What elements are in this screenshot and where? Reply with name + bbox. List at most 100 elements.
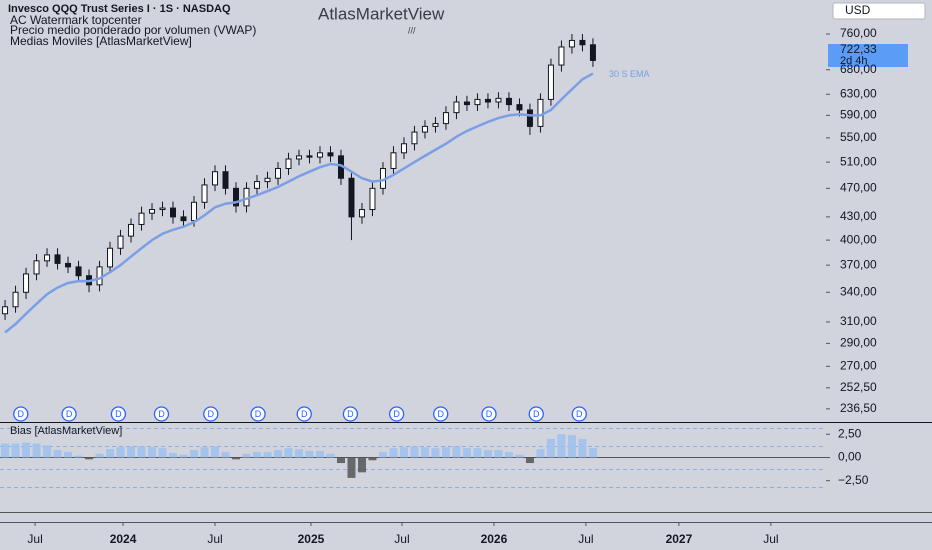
bias-bar (169, 452, 178, 458)
candle-body (96, 266, 103, 286)
bias-bar (483, 450, 492, 458)
bias-tick-label: 2,50 (838, 426, 862, 440)
bias-bar (504, 451, 513, 458)
candle-body (442, 112, 449, 125)
bias-bar (525, 457, 534, 464)
bias-bar (420, 447, 429, 458)
candle-body (306, 155, 313, 158)
ema-label: 30 S EMA (609, 69, 650, 79)
candle-body (358, 209, 365, 218)
currency[interactable]: USD (845, 3, 871, 17)
candle-body (44, 254, 51, 262)
dividend-marker (250, 406, 266, 422)
candle-body (222, 171, 229, 189)
x-tick-label: Jul (27, 532, 42, 546)
bias-tick-label: −2,50 (838, 473, 869, 487)
x-tick-label: 2027 (666, 532, 693, 546)
candle-body (568, 39, 575, 48)
candle-body (295, 155, 302, 160)
candle-body (285, 158, 292, 169)
bias-bar (232, 457, 240, 460)
y-tick-label: 252,50 (840, 380, 877, 394)
bias-bar (378, 451, 387, 458)
bias-bar (74, 455, 83, 458)
watermark: AtlasMarketView (318, 4, 445, 23)
dividend-label: D (115, 409, 122, 419)
dividend-label: D (393, 409, 400, 419)
bias-bar (462, 448, 471, 458)
indicator-label: AC Watermark topcenter (10, 13, 142, 27)
bias-bar (536, 449, 545, 458)
candle-body (484, 98, 491, 103)
bias-bar (515, 454, 524, 458)
bias-tick-label: 0,00 (838, 450, 862, 464)
x-tick-label: Jul (763, 532, 778, 546)
bias-bar (127, 446, 136, 458)
candle-body (537, 98, 544, 127)
y-tick-label: 290,00 (840, 336, 877, 350)
candle-body (54, 254, 61, 264)
candle-body (180, 216, 187, 222)
chart-title: Invesco QQQ Trust Series I · 1S · NASDAQ (8, 3, 231, 15)
candle-body (75, 266, 82, 277)
dividend-label: D (347, 409, 354, 419)
bias-title: Bias [AtlasMarketView] (10, 425, 122, 437)
candle-body (33, 260, 40, 275)
bias-bar (64, 451, 73, 458)
bias-bar (53, 450, 62, 458)
y-tick-label: 236,50 (840, 401, 877, 415)
bias-bar (85, 457, 94, 460)
y-tick-label: 310,00 (840, 314, 877, 328)
bias-bar (326, 453, 335, 458)
candle-body (159, 207, 166, 211)
x-tick-label: Jul (578, 532, 593, 546)
y-tick-label: 630,00 (840, 86, 877, 100)
dividend-marker (203, 406, 219, 422)
y-tick-label: 370,00 (840, 257, 877, 271)
candle-body (432, 123, 439, 127)
candle-body (12, 291, 19, 308)
candle-body (65, 262, 72, 268)
candle-body (348, 177, 355, 218)
bias-bar (252, 451, 261, 458)
dividend-marker (433, 406, 449, 422)
x-tick-label: Jul (394, 532, 409, 546)
dividend-label: D (486, 409, 493, 419)
dividend-label: D (18, 409, 25, 419)
x-tick-label: Jul (207, 532, 222, 546)
candle-body (128, 223, 135, 237)
bias-bar (431, 448, 440, 458)
bias-bar (242, 453, 251, 458)
candle-body (505, 97, 512, 106)
bias-bar (263, 451, 272, 458)
dividend-label: D (437, 409, 444, 419)
candle-body (390, 152, 397, 169)
bias-bar (137, 446, 146, 458)
candle-body (463, 101, 470, 106)
dividend-label: D (66, 409, 73, 419)
indicator-label: Precio medio ponderado por volumen (VWAP… (10, 23, 256, 37)
bias-bar (179, 454, 188, 458)
currency-button[interactable] (832, 2, 926, 20)
candle-body (547, 64, 554, 100)
dividend-marker (110, 406, 127, 422)
candle-body (516, 104, 523, 111)
y-tick-label: 430,00 (840, 209, 877, 223)
candle-body (274, 167, 281, 179)
candle-body (589, 44, 596, 61)
countdown: 2d 4h (840, 55, 868, 67)
candle-body (138, 212, 145, 225)
last-price: 722,33 (840, 42, 877, 56)
bias-bar (273, 450, 282, 458)
bias-bar (567, 435, 576, 458)
dividend-marker (528, 406, 544, 422)
candle-body (253, 181, 260, 189)
dividend-label: D (301, 409, 308, 419)
candle-body (327, 152, 334, 157)
bias-bar (158, 448, 167, 458)
bias-bar (336, 457, 345, 464)
bias-bar (190, 450, 199, 458)
bias-bar (294, 449, 303, 458)
candle-body (474, 98, 481, 106)
dividend-label: D (576, 409, 583, 419)
